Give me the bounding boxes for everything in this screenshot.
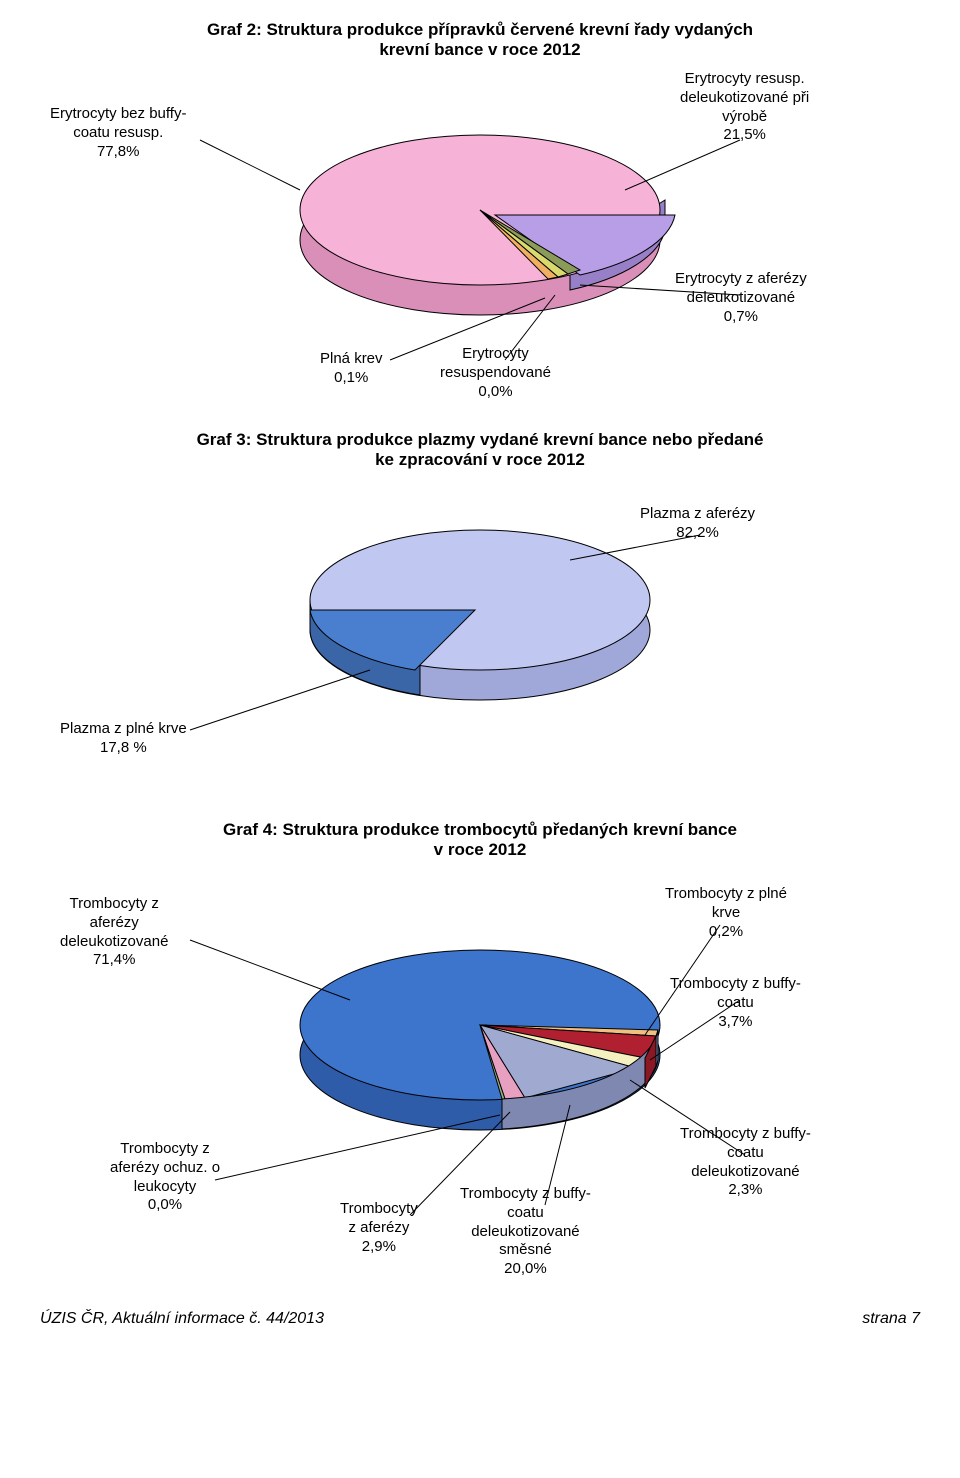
chart4-label-e: Trombocyty z buffy- coatu deleukotizovan… [460,1185,591,1279]
chart4-label-a: Trombocyty z aferézy deleukotizované 71,… [60,895,168,970]
chart4-label-b: Trombocyty z plné krve 0,2% [665,885,787,941]
chart3-label-a: Plazma z aferézy 82,2% [640,505,755,543]
chart4-label-c: Trombocyty z buffy- coatu 3,7% [670,975,801,1031]
chart2-label-b: Erytrocyty resusp. deleukotizované při v… [680,70,809,145]
chart3-label-b: Plazma z plné krve 17,8 % [60,720,187,758]
chart2-label-a: Erytrocyty bez buffy- coatu resusp. 77,8… [50,105,186,161]
chart4-label-f: Trombocyty z aferézy 2,9% [340,1200,418,1256]
chart-2: Graf 2: Struktura produkce přípravků čer… [40,20,920,390]
title-line: Graf 4: Struktura produkce trombocytů př… [223,820,737,839]
title-line: v roce 2012 [434,840,527,859]
title-line: ke zpracování v roce 2012 [375,450,585,469]
chart-4-title: Graf 4: Struktura produkce trombocytů př… [40,820,920,860]
chart-2-title: Graf 2: Struktura produkce přípravků čer… [40,20,920,60]
footer-left: ÚZIS ČR, Aktuální informace č. 44/2013 [40,1310,324,1328]
title-line: krevní bance v roce 2012 [379,40,580,59]
chart2-label-e: Plná krev 0,1% [320,350,383,388]
chart-3-title: Graf 3: Struktura produkce plazmy vydané… [40,430,920,470]
title-line: Graf 2: Struktura produkce přípravků čer… [207,20,753,39]
footer-right: strana 7 [862,1310,920,1328]
chart2-label-c: Erytrocyty z aferézy deleukotizované 0,7… [675,270,807,326]
chart4-label-g: Trombocyty z aferézy ochuz. o leukocyty … [110,1140,220,1215]
chart2-label-d: Erytrocyty resuspendované 0,0% [440,345,551,401]
chart-3: Graf 3: Struktura produkce plazmy vydané… [40,430,920,780]
chart4-label-d: Trombocyty z buffy- coatu deleukotizovan… [680,1125,811,1200]
page-footer: ÚZIS ČR, Aktuální informace č. 44/2013 s… [40,1280,920,1328]
title-line: Graf 3: Struktura produkce plazmy vydané… [197,430,764,449]
chart-4: Graf 4: Struktura produkce trombocytů př… [40,820,920,1270]
